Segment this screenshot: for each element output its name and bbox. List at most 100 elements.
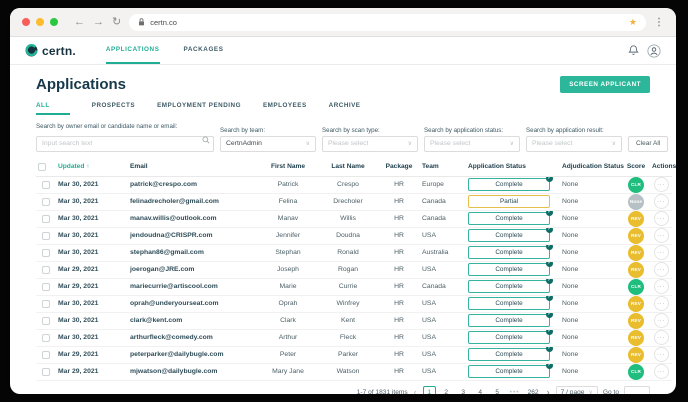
application-status-select[interactable]: Complete ✓ [468, 363, 553, 378]
row-actions-button[interactable]: ··· [653, 194, 669, 209]
row-checkbox[interactable] [42, 265, 50, 274]
package-cell: HR [378, 295, 420, 313]
application-status-select[interactable]: Complete ✓ [468, 210, 553, 225]
user-avatar-icon[interactable] [647, 43, 661, 58]
pagination-page-3[interactable]: 3 [461, 389, 465, 394]
pagination-page-4[interactable]: 4 [478, 389, 482, 394]
row-actions-button[interactable]: ··· [653, 330, 669, 345]
url-text: certn.co [150, 17, 177, 27]
pagination-ellipsis[interactable]: ••• [509, 389, 520, 394]
column-header-updated[interactable]: Updated ↑ [56, 159, 128, 177]
column-header-email[interactable]: Email [128, 159, 258, 177]
row-checkbox[interactable] [42, 350, 50, 359]
row-checkbox[interactable] [42, 299, 50, 308]
nav-applications[interactable]: APPLICATIONS [105, 37, 160, 64]
table-row[interactable]: Mar 30, 2021 manav.willis@outlook.com Ma… [36, 210, 672, 228]
row-actions-button[interactable]: ··· [653, 262, 669, 277]
team-cell: Australia [420, 244, 466, 262]
application-status-select[interactable]: Complete ✓ [468, 227, 553, 242]
pagination-prev-button[interactable]: ‹ [413, 387, 417, 395]
table-row[interactable]: Mar 29, 2021 mariecurrie@artiscool.com M… [36, 278, 672, 296]
row-checkbox[interactable] [42, 197, 50, 206]
browser-refresh-icon[interactable]: ↻ [112, 15, 122, 28]
application-status-filter-select[interactable]: Please select ∨ [424, 135, 520, 152]
application-status-select[interactable]: Complete ✓ [468, 261, 553, 276]
row-checkbox[interactable] [42, 282, 50, 291]
table-row[interactable]: Mar 30, 2021 stephan86@gmail.com Stephan… [36, 244, 672, 262]
pagination-page-5[interactable]: 5 [495, 389, 499, 394]
row-actions-button[interactable]: ··· [653, 364, 669, 379]
column-header-score[interactable]: Score [622, 159, 650, 177]
window-close-button[interactable] [22, 18, 30, 26]
tab-employment-pending[interactable]: EMPLOYMENT PENDING [157, 102, 241, 109]
application-status-select[interactable]: Complete ✓ [468, 278, 553, 293]
application-status-select[interactable]: Partial [468, 195, 550, 208]
table-row[interactable]: Mar 30, 2021 arthurfleck@comedy.com Arth… [36, 329, 672, 347]
window-minimize-button[interactable] [36, 18, 44, 26]
application-status-select[interactable]: Complete ✓ [468, 244, 553, 259]
row-actions-button[interactable]: ··· [653, 279, 669, 294]
tab-employees[interactable]: EMPLOYEES [262, 102, 307, 109]
table-row[interactable]: Mar 29, 2021 joerogan@JRE.com Joseph Rog… [36, 261, 672, 279]
browser-menu-icon[interactable]: ⋮ [654, 16, 664, 28]
row-actions-button[interactable]: ··· [653, 313, 669, 328]
tab-archive[interactable]: ARCHIVE [328, 102, 361, 109]
column-header-last-name[interactable]: Last Name [318, 159, 378, 177]
search-input[interactable] [36, 135, 214, 152]
pagination-page-1[interactable]: 1 [422, 386, 436, 394]
team-select[interactable]: CertnAdmin ∨ [220, 135, 316, 152]
row-actions-button[interactable]: ··· [653, 296, 669, 311]
row-checkbox[interactable] [42, 333, 50, 342]
page-size-select[interactable]: 7 / page ∨ [555, 385, 598, 394]
goto-page-input[interactable] [624, 386, 650, 394]
clear-all-button[interactable]: Clear All [628, 135, 669, 152]
application-status-select[interactable]: Complete ✓ [468, 295, 553, 310]
row-actions-button[interactable]: ··· [653, 245, 669, 260]
row-actions-button[interactable]: ··· [653, 228, 669, 243]
first-name-cell: Patrick [258, 176, 318, 194]
row-checkbox[interactable] [42, 231, 50, 240]
row-checkbox[interactable] [42, 248, 50, 257]
row-actions-button[interactable]: ··· [653, 347, 669, 362]
application-status-select[interactable]: Complete ✓ [468, 312, 553, 327]
column-header-adjudication-status[interactable]: Adjudication Status [560, 159, 624, 177]
table-row[interactable]: Mar 30, 2021 jendoudna@CRISPR.com Jennif… [36, 227, 672, 245]
column-header-first-name[interactable]: First Name [258, 159, 318, 177]
application-status-select[interactable]: Complete ✓ [468, 176, 553, 191]
row-checkbox[interactable] [42, 180, 50, 189]
application-status-select[interactable]: Complete ✓ [468, 346, 553, 361]
table-row[interactable]: Mar 30, 2021 oprah@underyourseat.com Opr… [36, 295, 672, 313]
tab-all[interactable]: ALL [36, 102, 70, 115]
application-status-select[interactable]: Complete ✓ [468, 329, 553, 344]
pagination-page-2[interactable]: 2 [444, 389, 448, 394]
browser-forward-icon[interactable]: → [93, 15, 104, 28]
screen-applicant-button[interactable]: SCREEN APPLICANT [560, 76, 650, 93]
table-row[interactable]: Mar 30, 2021 felinadrecholer@gmail.com F… [36, 193, 672, 211]
select-all-checkbox[interactable] [38, 162, 46, 171]
certn-logo[interactable]: certn. [25, 37, 76, 64]
application-result-select[interactable]: Please select ∨ [526, 135, 622, 152]
score-badge: CLR [628, 176, 644, 192]
address-bar[interactable]: certn.co ★ [129, 13, 646, 31]
table-row[interactable]: Mar 29, 2021 mjwatson@dailybugle.com Mar… [36, 363, 672, 381]
table-row[interactable]: Mar 29, 2021 peterparker@dailybugle.com … [36, 346, 672, 364]
pagination-page-262[interactable]: 262 [527, 389, 539, 394]
row-checkbox[interactable] [42, 214, 50, 223]
column-header-package[interactable]: Package [378, 159, 420, 177]
window-zoom-button[interactable] [50, 18, 58, 26]
table-row[interactable]: Mar 30, 2021 clark@kent.com Clark Kent H… [36, 312, 672, 330]
bell-icon[interactable] [627, 44, 640, 57]
row-actions-button[interactable]: ··· [653, 177, 669, 192]
table-row[interactable]: Mar 30, 2021 patrick@crespo.com Patrick … [36, 176, 672, 194]
pagination-next-button[interactable]: › [546, 387, 550, 395]
row-actions-button[interactable]: ··· [653, 211, 669, 226]
row-checkbox[interactable] [42, 367, 50, 376]
nav-packages[interactable]: PACKAGES [183, 46, 224, 53]
column-header-team[interactable]: Team [420, 159, 466, 177]
row-checkbox[interactable] [42, 316, 50, 325]
browser-back-icon[interactable]: ← [74, 15, 85, 28]
column-header-application-status[interactable]: Application Status [466, 159, 560, 177]
bookmark-star-icon[interactable]: ★ [628, 16, 637, 27]
scan-type-select[interactable]: Please select ∨ [322, 135, 418, 152]
tab-prospects[interactable]: PROSPECTS [91, 102, 136, 109]
